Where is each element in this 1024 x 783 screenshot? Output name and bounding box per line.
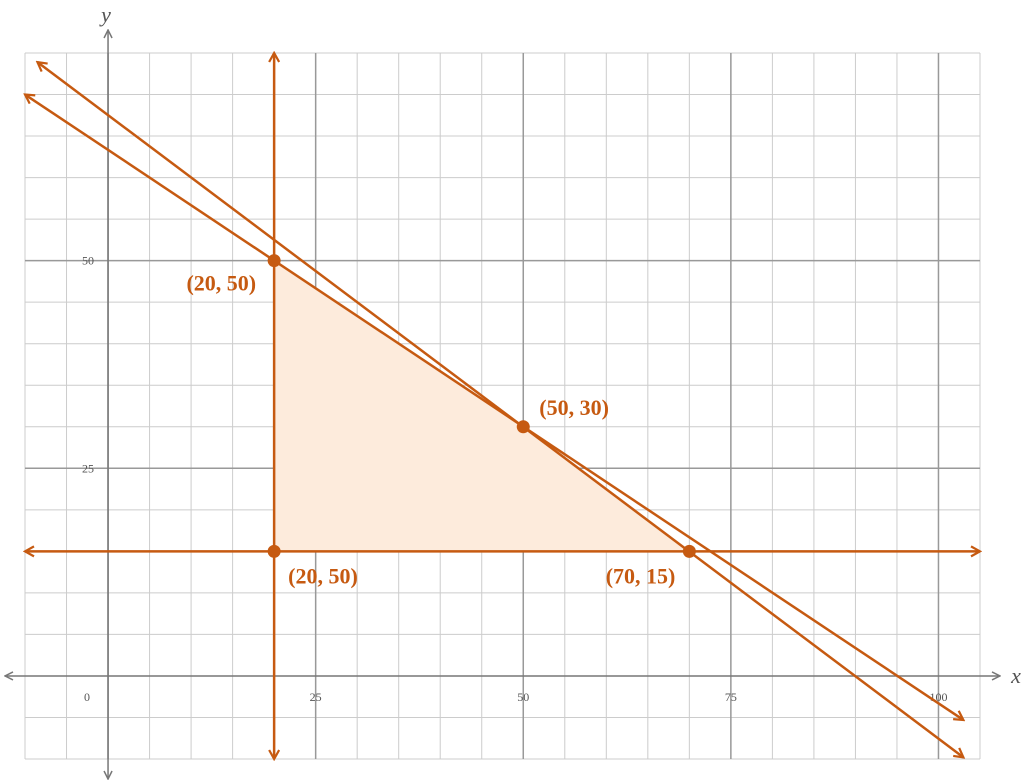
x-tick-label: 75 [725, 690, 737, 704]
vertex-point [516, 420, 530, 434]
point-label: (20, 50) [186, 271, 256, 296]
vertex-point [682, 544, 696, 558]
point-label: (20, 50) [288, 563, 358, 588]
x-tick-label: 100 [929, 690, 947, 704]
x-tick-label: 50 [517, 690, 529, 704]
x-tick-label: 25 [310, 690, 322, 704]
plot: (20, 50) (50, 30) (70, 15) (20, 50) [25, 53, 980, 759]
constraint-line [37, 62, 963, 757]
x-axis-label: x [1010, 663, 1021, 688]
point-label: (50, 30) [539, 395, 609, 420]
vertex-point [267, 254, 281, 268]
axes: 0 25 50 75 100 25 50 x y [5, 2, 1021, 779]
constraint-line [25, 95, 963, 720]
y-axis-label: y [99, 2, 111, 27]
vertex-point [267, 544, 281, 558]
y-tick-label: 25 [82, 461, 94, 475]
y-tick-label: 50 [82, 254, 94, 268]
x-tick-label: 0 [84, 690, 90, 704]
point-label: (70, 15) [606, 563, 676, 588]
